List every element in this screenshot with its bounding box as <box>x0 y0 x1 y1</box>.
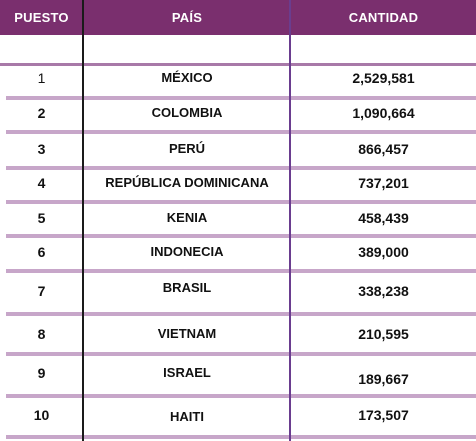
rank-cell: 3 <box>37 141 46 157</box>
blank-subheader-row <box>0 35 476 63</box>
quantity-cell: 173,507 <box>358 407 409 423</box>
country-cell: MÉXICO <box>161 70 213 85</box>
rank-cell: 4 <box>37 175 46 191</box>
quantity-cell: 389,000 <box>358 244 409 260</box>
country-cell: KENIA <box>166 210 208 225</box>
row-separator <box>6 200 476 204</box>
row-separator <box>6 435 476 439</box>
row-separator <box>6 352 476 356</box>
country-cell: COLOMBIA <box>151 105 223 120</box>
table-header: PUESTO PAÍS CANTIDAD <box>0 0 476 35</box>
country-cell: HAITI <box>170 409 204 424</box>
rank-cell: 2 <box>37 105 46 121</box>
column-divider <box>82 0 84 441</box>
country-cell: INDONECIA <box>150 244 224 259</box>
country-cell: PERÚ <box>168 141 206 156</box>
row-separator <box>6 394 476 398</box>
quantity-cell: 458,439 <box>358 210 409 226</box>
quantity-cell: 2,529,581 <box>352 70 415 86</box>
rank-cell: 9 <box>37 365 46 381</box>
rank-cell: 8 <box>37 326 46 342</box>
rank-cell: 5 <box>37 210 46 226</box>
header-cantidad: CANTIDAD <box>348 10 419 25</box>
row-separator <box>6 166 476 170</box>
rank-cell: 6 <box>37 244 46 260</box>
row-separator <box>6 269 476 273</box>
quantity-cell: 338,238 <box>358 283 409 299</box>
quantity-cell: 1,090,664 <box>352 105 415 121</box>
row-separator <box>6 312 476 316</box>
row-separator <box>0 63 476 66</box>
rank-cell: 7 <box>37 283 46 299</box>
row-separator <box>6 130 476 134</box>
country-cell: BRASIL <box>162 280 212 295</box>
header-puesto: PUESTO <box>14 10 69 25</box>
country-cell: REPÚBLICA DOMINICANA <box>105 175 269 190</box>
row-separator <box>6 96 476 100</box>
rank-cell: 1 <box>37 70 46 86</box>
quantity-cell: 737,201 <box>358 175 409 191</box>
rank-cell: 10 <box>33 407 50 423</box>
country-cell: ISRAEL <box>163 365 211 380</box>
quantity-cell: 210,595 <box>358 326 409 342</box>
quantity-cell: 866,457 <box>358 141 409 157</box>
row-separator <box>6 234 476 238</box>
quantity-cell: 189,667 <box>358 371 409 387</box>
header-pais: PAÍS <box>171 10 203 25</box>
country-cell: VIETNAM <box>157 326 217 341</box>
column-divider <box>289 0 291 441</box>
